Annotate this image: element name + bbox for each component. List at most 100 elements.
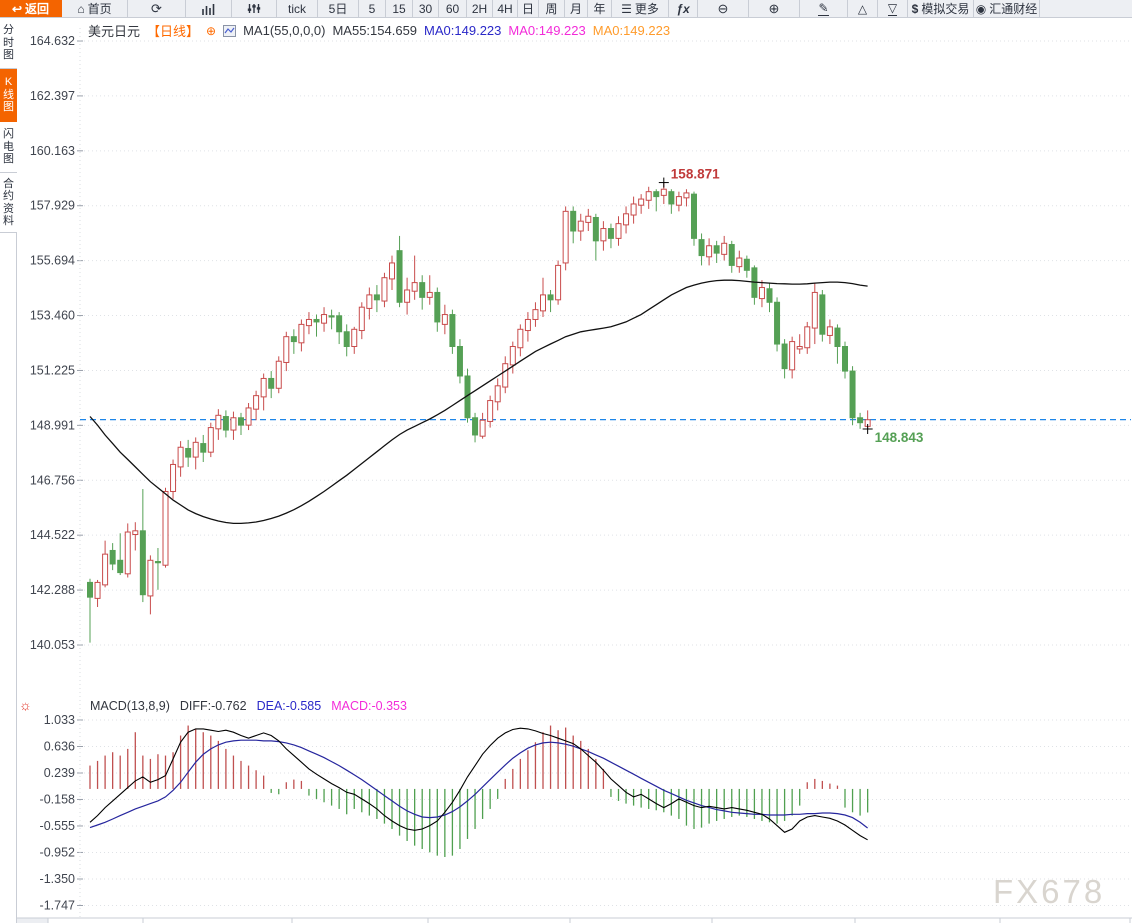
ma-settings-label: MA1(55,0,0,0) xyxy=(243,23,326,38)
svg-text:0.239: 0.239 xyxy=(44,766,75,780)
svg-text:148.991: 148.991 xyxy=(30,418,75,432)
ma0-value-magenta: MA0:149.223 xyxy=(508,23,586,38)
period-2h-label: 2H xyxy=(471,1,488,16)
period-label: 【日线】 xyxy=(147,24,200,39)
svg-text:151.225: 151.225 xyxy=(30,363,75,377)
svg-text:164.632: 164.632 xyxy=(30,34,75,48)
toolbar-spacer xyxy=(1040,0,1132,17)
draw-button[interactable]: ✎ xyxy=(800,0,848,17)
svg-text:144.522: 144.522 xyxy=(30,528,75,542)
period-4h-label: 4H xyxy=(497,1,513,16)
axis-labels: 164.632 162.397 160.163 157.929 155.694 153.4… xyxy=(30,34,75,913)
candles xyxy=(87,182,871,643)
period-week-label: 周 xyxy=(545,2,558,16)
indicator-button[interactable] xyxy=(232,0,277,17)
diff-line xyxy=(89,727,868,841)
period-30[interactable]: 30 xyxy=(413,0,439,17)
ma55-value: MA55:154.659 xyxy=(332,23,418,38)
period-4h[interactable]: 4H xyxy=(493,0,518,17)
huitong-button-label: 汇通财经 xyxy=(989,2,1038,16)
fx678-watermark: FX678 xyxy=(993,873,1106,910)
zoom-out-button[interactable]: ⊖ xyxy=(698,0,749,17)
period-5[interactable]: 5 xyxy=(359,0,386,17)
svg-text:0.636: 0.636 xyxy=(44,739,75,753)
svg-text:140.053: 140.053 xyxy=(30,638,75,652)
period-week[interactable]: 周 xyxy=(539,0,565,17)
period-15-label: 15 xyxy=(392,1,406,16)
period-15[interactable]: 15 xyxy=(386,0,413,17)
triangle-down-button[interactable]: ▽ xyxy=(878,0,908,17)
svg-text:-1.747: -1.747 xyxy=(40,899,75,913)
back-button[interactable]: ↩ 返回 xyxy=(0,0,62,17)
zoom-out-icon: ⊖ xyxy=(717,1,729,16)
top-toolbar: ↩ 返回 ⌂ 首页 ⟳ tick 5日 5 15 30 60 2H 4H 日周月年 ☰ 更多 ƒx ⊖ ⊕ ✎ △ ▽ $ 模… xyxy=(0,0,1132,18)
macd-params-label: MACD(13,8,9) xyxy=(90,699,170,713)
macd-diff-value: DIFF:-0.762 xyxy=(179,699,247,713)
svg-text:-0.158: -0.158 xyxy=(40,792,75,806)
svg-text:153.460: 153.460 xyxy=(30,309,75,323)
symbol-name: 美元日元 xyxy=(88,24,141,39)
svg-text:155.694: 155.694 xyxy=(30,254,75,268)
period-2h[interactable]: 2H xyxy=(467,0,493,17)
annotations: 158.871 148.843 xyxy=(658,167,924,445)
svg-text:142.288: 142.288 xyxy=(30,583,75,597)
back-button-label: 返回 xyxy=(25,2,50,16)
period-day-label: 日 xyxy=(521,2,534,16)
period-tick-label: tick xyxy=(288,1,306,16)
add-compare-icon[interactable]: ⊕ xyxy=(206,23,217,38)
tab-time-chart[interactable]: 分时图 xyxy=(0,18,17,69)
period-60[interactable]: 60 xyxy=(439,0,467,17)
macd-macd-value: MACD:-0.353 xyxy=(331,699,407,713)
ma0-value-orange: MA0:149.223 xyxy=(592,23,671,38)
period-year[interactable]: 年 xyxy=(588,0,612,17)
huitong-logo-icon: ◉ xyxy=(975,1,987,16)
tab-lightning-chart[interactable]: 闪电图 xyxy=(0,122,17,173)
macd-settings-icon[interactable]: ☼ xyxy=(19,697,32,713)
more-button-label: 更多 xyxy=(634,2,659,16)
gridlines xyxy=(77,28,1131,918)
home-button[interactable]: ⌂ 首页 xyxy=(62,0,128,17)
kline-style-button[interactable] xyxy=(186,0,232,17)
period-30-label: 30 xyxy=(418,1,433,16)
ma-indicator-icon[interactable] xyxy=(223,24,237,37)
period-month[interactable]: 月 xyxy=(565,0,588,17)
svg-text:162.397: 162.397 xyxy=(30,89,75,103)
home-icon: ⌂ xyxy=(77,1,85,16)
huitong-button[interactable]: ◉ 汇通财经 xyxy=(974,0,1040,17)
svg-text:158.871: 158.871 xyxy=(671,167,720,182)
zoom-in-button[interactable]: ⊕ xyxy=(749,0,800,17)
period-60-label: 60 xyxy=(445,1,460,16)
svg-text:157.929: 157.929 xyxy=(30,199,75,213)
macd-histogram xyxy=(89,725,869,857)
svg-text:160.163: 160.163 xyxy=(30,144,75,158)
chart-header: 美元日元 【日线】 ⊕ MA1(55,0,0,0) MA55:154.659 M… xyxy=(88,21,670,40)
tab-contract-info[interactable]: 合约资料 xyxy=(0,173,17,233)
svg-text:-0.952: -0.952 xyxy=(40,845,75,859)
svg-text:-1.350: -1.350 xyxy=(40,872,75,886)
period-5d-label: 5日 xyxy=(328,2,348,16)
indicator-sliders-icon xyxy=(247,3,261,14)
ma55-line xyxy=(89,279,868,525)
simulated-trading-button[interactable]: $ 模拟交易 xyxy=(908,0,974,17)
more-button[interactable]: ☰ 更多 xyxy=(612,0,669,17)
svg-text:148.843: 148.843 xyxy=(875,430,924,445)
fx-indicator-button[interactable]: ƒx xyxy=(669,0,698,17)
simulated-trading-button-label: 模拟交易 xyxy=(921,2,970,16)
menu-icon: ☰ xyxy=(621,1,632,16)
period-5d[interactable]: 5日 xyxy=(318,0,359,17)
dollar-icon: $ xyxy=(911,1,919,16)
triangle-down-underline-icon: ▽ xyxy=(887,0,898,16)
home-button-label: 首页 xyxy=(87,2,112,16)
dea-line xyxy=(89,739,868,829)
refresh-button[interactable]: ⟳ xyxy=(128,0,186,17)
back-arrow-icon: ↩ xyxy=(11,1,23,16)
triangle-up-button[interactable]: △ xyxy=(848,0,878,17)
refresh-icon: ⟳ xyxy=(151,1,162,16)
period-day[interactable]: 日 xyxy=(518,0,539,17)
period-tick[interactable]: tick xyxy=(277,0,318,17)
zoom-in-icon: ⊕ xyxy=(768,1,780,16)
